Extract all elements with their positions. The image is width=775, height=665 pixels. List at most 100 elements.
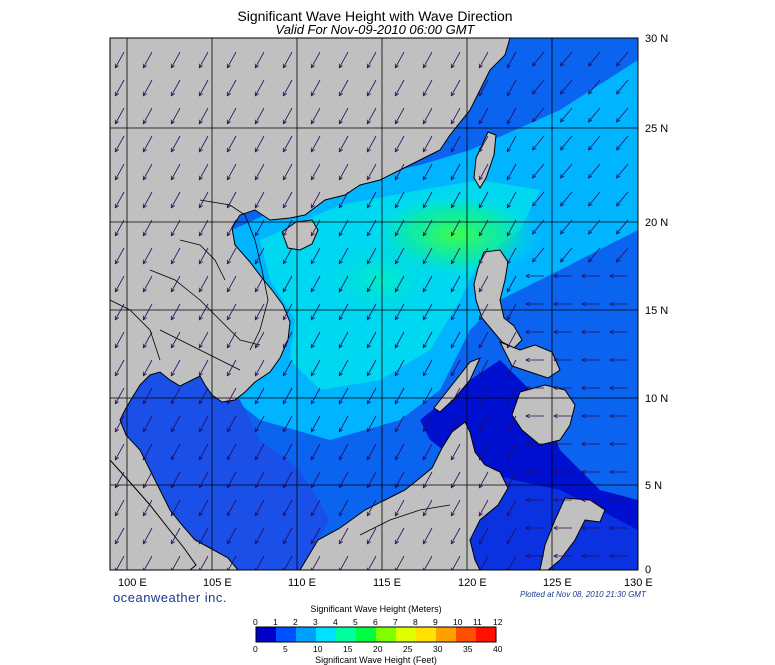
wave-arrow-head [170, 427, 175, 433]
wave-arrow-head [366, 259, 371, 265]
wave-arrow [450, 107, 461, 124]
wave-arrow-head [531, 89, 537, 95]
wave-arrow-head [226, 483, 231, 489]
wave-arrow-head [142, 259, 147, 265]
wave-arrow-head [254, 175, 259, 181]
colorbar-swatch [456, 627, 477, 642]
wave-arrow [507, 555, 517, 570]
wave-arrow-head [142, 427, 147, 433]
wave-arrow-head [142, 203, 147, 209]
wave-arrow-head [506, 175, 511, 181]
wave-arrow-head [531, 229, 537, 235]
wave-arrow [310, 219, 321, 236]
wave-arrow-head [422, 567, 427, 570]
wave-arrow [338, 135, 349, 152]
wave-arrow-head [366, 455, 371, 461]
wave-arrow-head [422, 315, 427, 321]
wave-arrow [395, 555, 405, 570]
wave-arrow [394, 471, 405, 488]
map-frame [109, 37, 639, 571]
wave-arrow [588, 219, 601, 235]
wave-arrow-head [478, 287, 483, 293]
wave-arrow-head [553, 385, 558, 391]
wave-arrow [616, 247, 629, 263]
wave-arrow [422, 135, 433, 152]
wave-arrow [170, 415, 181, 432]
wave-arrow-head [310, 511, 315, 517]
wave-arrow-head [581, 497, 586, 503]
wave-arrow [394, 135, 405, 152]
wave-arrow [506, 275, 517, 292]
wave-arrow [422, 191, 433, 208]
wave-arrow [422, 527, 433, 544]
wave-arrow-head [609, 553, 614, 559]
colorbar-feet-tick: 10 [313, 644, 323, 654]
wave-arrow-head [366, 147, 371, 153]
wave-arrow [226, 135, 237, 152]
wave-arrow-head [422, 175, 427, 181]
wave-arrow [142, 359, 153, 376]
wave-arrow-head [114, 259, 119, 265]
wave-arrow-head [142, 399, 147, 405]
wave-arrow [560, 51, 573, 67]
wave-arrow-head [170, 287, 175, 293]
wave-arrow [560, 247, 573, 263]
wave-arrow-head [559, 117, 565, 123]
wave-arrow [394, 191, 405, 208]
wave-arrow-head [282, 567, 287, 570]
wave-arrow [282, 527, 293, 544]
wave-arrow [422, 331, 433, 348]
wave-arrow-head [394, 203, 399, 209]
wave-arrow-head [142, 315, 147, 321]
wave-arrow-head [226, 399, 231, 405]
wave-arrow [310, 275, 321, 292]
wave-arrow [506, 387, 517, 404]
wave-arrow [506, 163, 517, 180]
wave-arrow-head [114, 287, 119, 293]
wave-arrow [198, 443, 209, 460]
wave-arrow [198, 387, 209, 404]
wave-arrow-head [587, 257, 593, 263]
wave-arrow-head [525, 385, 530, 391]
wave-arrow [282, 387, 293, 404]
wave-arrow [170, 387, 181, 404]
wave-arrow [282, 331, 293, 348]
wave-arrow [226, 331, 237, 348]
wave-arrow-head [198, 287, 203, 293]
wave-arrow [532, 191, 545, 207]
wave-arrow-head [226, 231, 231, 237]
wave-arrow [450, 79, 461, 96]
wave-arrow [310, 135, 321, 152]
wave-arrow-head [531, 61, 537, 67]
wave-arrow [338, 527, 349, 544]
wave-arrow [198, 191, 209, 208]
wave-arrow-head [366, 231, 371, 237]
wave-arrow-head [394, 427, 399, 433]
wave-arrow [254, 331, 265, 348]
wave-arrow-head [114, 427, 119, 433]
wave-arrow-head [338, 91, 343, 97]
wave-arrow-head [226, 511, 231, 517]
wave-arrow-head [506, 483, 511, 489]
wave-arrow [282, 163, 293, 180]
wave-arrow [338, 443, 349, 460]
wave-arrow [310, 499, 321, 516]
colorbar-feet-tick: 40 [493, 644, 503, 654]
wave-arrow [310, 303, 321, 320]
wave-arrow-head [553, 357, 558, 363]
wave-arrow [142, 443, 153, 460]
wave-arrow-head [198, 175, 203, 181]
wave-arrow-head [338, 539, 343, 545]
lon-label-125: 125 E [543, 577, 572, 589]
wave-arrow-head [226, 287, 231, 293]
wave-arrow-head [450, 567, 455, 570]
wave-arrow-head [506, 91, 511, 97]
wave-arrow-head [226, 371, 231, 377]
wave-arrow [254, 191, 265, 208]
wave-arrow [310, 191, 321, 208]
wave-arrow-head [338, 231, 343, 237]
wave-arrow [506, 527, 517, 544]
wave-arrow [338, 415, 349, 432]
wave-arrow-head [254, 287, 259, 293]
wave-arrow [506, 471, 517, 488]
